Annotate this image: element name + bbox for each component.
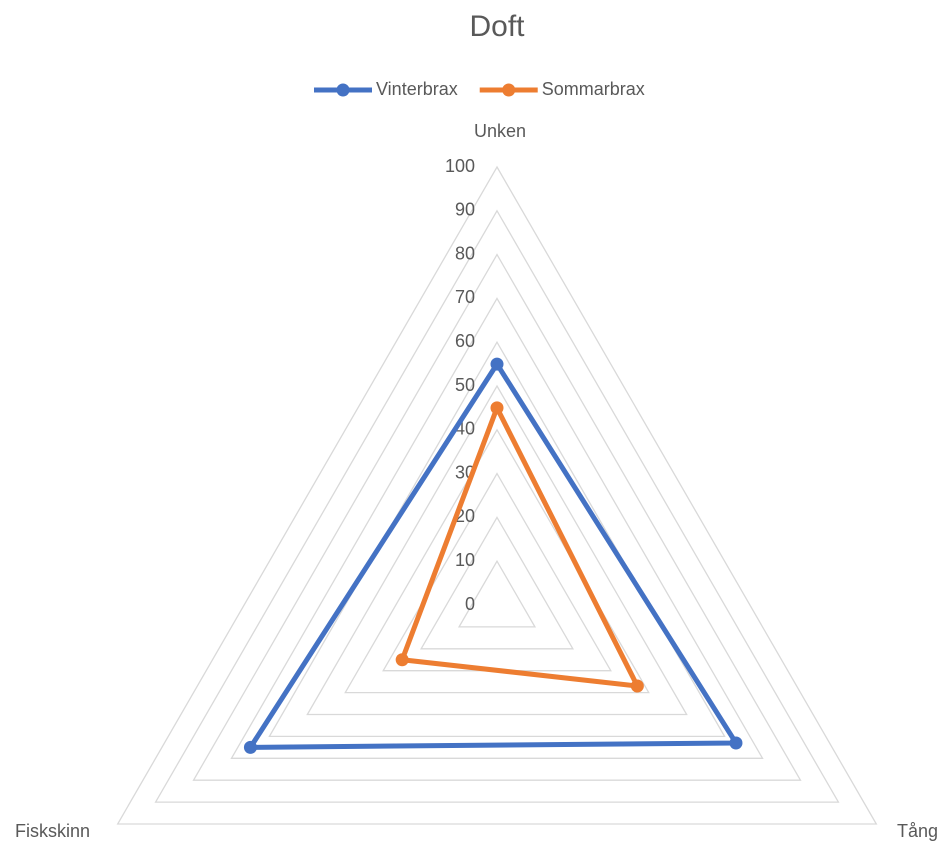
grid-line [420, 516, 574, 650]
category-label: Tång [897, 821, 938, 841]
r-tick-label: 10 [455, 550, 475, 570]
grid-line [154, 209, 840, 803]
grid-line [230, 297, 764, 759]
data-point [395, 653, 409, 667]
grid-line [116, 165, 878, 825]
r-tick-label: 0 [465, 594, 475, 614]
category-label: Unken [474, 121, 526, 141]
data-point [630, 679, 644, 693]
grid-line [306, 384, 688, 716]
series-line [399, 405, 640, 689]
chart-title: Doft [469, 10, 525, 43]
data-point [243, 740, 257, 754]
data-point [490, 401, 504, 415]
grid-line [457, 559, 537, 628]
legend-marker [336, 83, 350, 97]
grid-line [192, 253, 802, 781]
r-tick-label: 60 [455, 331, 475, 351]
grid-line [382, 472, 612, 672]
category-label: Fiskskinn [15, 821, 90, 841]
r-tick-label: 90 [455, 200, 475, 220]
r-tick-label: 70 [455, 287, 475, 307]
legend-label: Sommarbrax [542, 79, 645, 99]
data-point [729, 736, 743, 750]
legend-label: Vinterbrax [376, 79, 458, 99]
r-tick-label: 100 [445, 156, 475, 176]
grid-line [268, 340, 726, 738]
r-tick-label: 50 [455, 375, 475, 395]
data-point [490, 357, 504, 371]
series-line [247, 361, 739, 750]
r-tick-label: 80 [455, 243, 475, 263]
legend-marker [502, 83, 516, 97]
